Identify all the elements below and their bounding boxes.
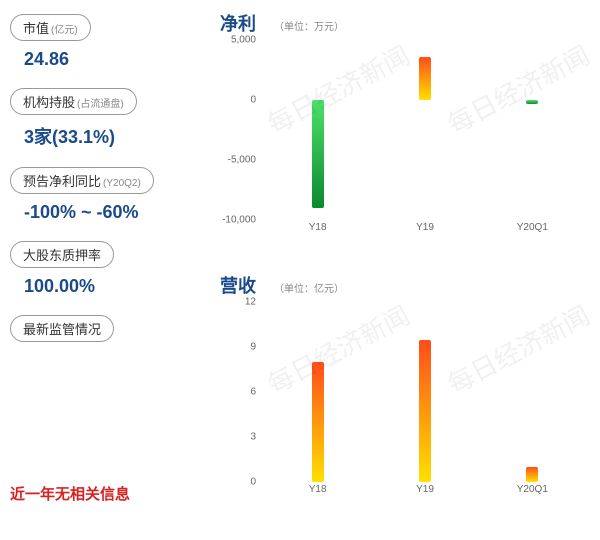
x-tick-label: Y19 [416, 222, 434, 233]
bar [312, 362, 324, 482]
y-tick-label: 12 [245, 297, 256, 308]
chart-header: 营收 （单位：亿元） [220, 272, 594, 298]
bar [526, 100, 538, 104]
left-panel: 市值 (亿元) 24.86 机构持股 (占流通盘) 3家(33.1%) 预告净利… [0, 0, 200, 540]
metric-label-text: 机构持股 [23, 92, 75, 111]
x-axis: Y18 Y19 Y20Q1 [264, 484, 586, 502]
metric-label-text: 预告净利同比 [23, 171, 101, 190]
metric-value: 3家(33.1%) [24, 123, 194, 149]
metric-label-text: 大股东质押率 [23, 245, 101, 264]
metric-forecast-yoy: 预告净利同比 (Y20Q2) -100% ~ -60% [10, 167, 194, 223]
x-tick-label: Y18 [309, 222, 327, 233]
metric-label: 机构持股 (占流通盘) [10, 88, 137, 115]
y-tick-label: 5,000 [231, 35, 256, 46]
x-tick-label: Y19 [416, 484, 434, 495]
chart-area: 5,0000-5,000-10,000 Y18Y19Y20Q1 [210, 40, 594, 240]
x-tick-label: Y20Q1 [517, 484, 548, 495]
metric-label-text: 最新监管情况 [23, 319, 101, 338]
x-tick-label: Y18 [309, 484, 327, 495]
metric-inst-holding: 机构持股 (占流通盘) 3家(33.1%) [10, 88, 194, 149]
y-tick-label: 6 [250, 387, 256, 398]
metric-label-sub: (Y20Q2) [103, 178, 141, 189]
metric-label-text: 市值 [23, 18, 49, 37]
metric-regulation: 最新监管情况 [10, 315, 194, 342]
chart-title: 净利 [220, 10, 256, 36]
y-tick-label: 0 [250, 95, 256, 106]
x-tick-label: Y20Q1 [517, 222, 548, 233]
x-axis: Y18 Y19 Y20Q1 [264, 222, 586, 240]
chart-header: 净利 （单位：万元） [220, 10, 594, 36]
y-axis: 5,0000-5,000-10,000 [210, 40, 260, 220]
metric-label: 市值 (亿元) [10, 14, 91, 41]
plot-area [264, 302, 586, 482]
metric-value: -100% ~ -60% [24, 202, 194, 223]
right-panel: 净利 （单位：万元） 5,000 0 -5,000 -10,000 Y18 Y19 Y20… [200, 0, 600, 540]
bottom-note: 近一年无相关信息 [10, 483, 130, 504]
bar [312, 100, 324, 208]
metric-label: 预告净利同比 (Y20Q2) [10, 167, 154, 194]
metric-label: 最新监管情况 [10, 315, 114, 342]
y-tick-label: -10,000 [222, 215, 256, 226]
metric-label: 大股东质押率 [10, 241, 114, 268]
metric-pledge-rate: 大股东质押率 100.00% [10, 241, 194, 297]
bar [419, 340, 431, 483]
y-tick-label: 0 [250, 477, 256, 488]
chart-unit: （单位：万元） [274, 18, 344, 33]
y-tick-label: 3 [250, 432, 256, 443]
y-axis: 129630 [210, 302, 260, 482]
metric-market-cap: 市值 (亿元) 24.86 [10, 14, 194, 70]
y-tick-label: -5,000 [228, 155, 256, 166]
metric-value: 100.00% [24, 276, 194, 297]
metric-label-sub: (亿元) [51, 21, 78, 36]
metric-label-sub: (占流通盘) [77, 95, 124, 110]
y-tick-label: 9 [250, 342, 256, 353]
revenue-chart: 营收 （单位：亿元） 12 9 6 3 0 Y18 Y19 Y20Q1 [206, 272, 594, 534]
bar [526, 467, 538, 482]
metric-value: 24.86 [24, 49, 194, 70]
chart-unit: （单位：亿元） [274, 280, 344, 295]
chart-title: 营收 [220, 272, 256, 298]
chart-area: 129630 Y18Y19Y20Q1 [210, 302, 594, 502]
profit-chart: 净利 （单位：万元） 5,000 0 -5,000 -10,000 Y18 Y19 Y20… [206, 10, 594, 272]
bar [419, 57, 431, 100]
plot-area [264, 40, 586, 220]
